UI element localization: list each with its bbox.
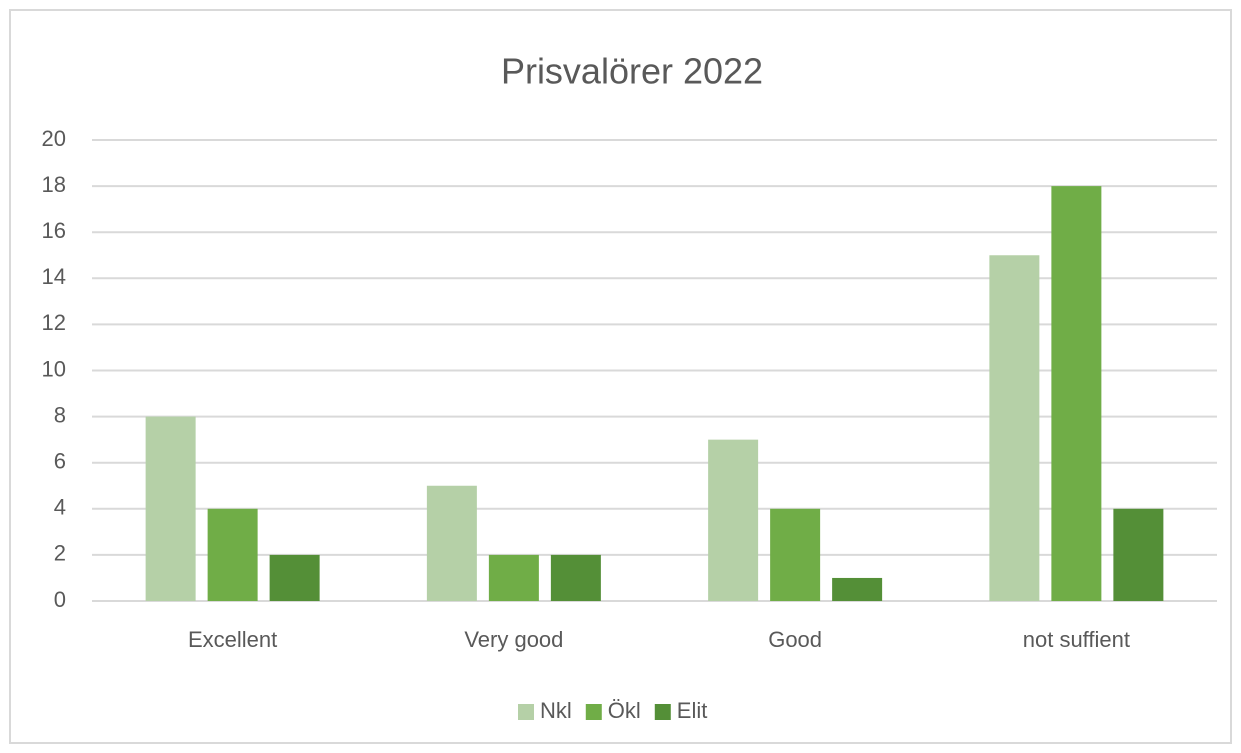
bar (1051, 186, 1102, 601)
y-tick-label: 8 (54, 402, 66, 427)
y-tick-label: 6 (54, 449, 66, 474)
legend-label: Elit (677, 698, 708, 723)
bar (145, 416, 196, 601)
x-tick-label: Excellent (188, 627, 277, 652)
bar (989, 255, 1040, 601)
bar (708, 439, 759, 601)
legend-label: Ökl (608, 698, 641, 723)
bar (426, 485, 477, 601)
legend-swatch (585, 704, 602, 720)
x-tick-label: Very good (464, 627, 563, 652)
legend-label: Nkl (540, 698, 572, 723)
bar (1113, 508, 1164, 601)
bar (832, 577, 883, 601)
x-tick-label: Good (768, 627, 822, 652)
y-tick-label: 2 (54, 541, 66, 566)
bar (488, 554, 539, 601)
y-tick-label: 14 (42, 264, 66, 289)
chart-title: Prisvalörer 2022 (501, 51, 763, 92)
y-tick-label: 18 (42, 172, 66, 197)
bar (269, 554, 320, 601)
y-tick-label: 20 (42, 126, 66, 151)
y-tick-label: 0 (54, 587, 66, 612)
bar (207, 508, 258, 601)
legend-swatch (518, 704, 534, 720)
legend-swatch (654, 704, 671, 720)
y-tick-label: 4 (54, 495, 66, 520)
y-tick-label: 10 (42, 356, 66, 381)
x-tick-label: not suffient (1023, 627, 1130, 652)
bar (770, 508, 821, 601)
y-tick-label: 16 (42, 218, 66, 243)
y-tick-label: 12 (42, 310, 66, 335)
bar (550, 554, 601, 601)
